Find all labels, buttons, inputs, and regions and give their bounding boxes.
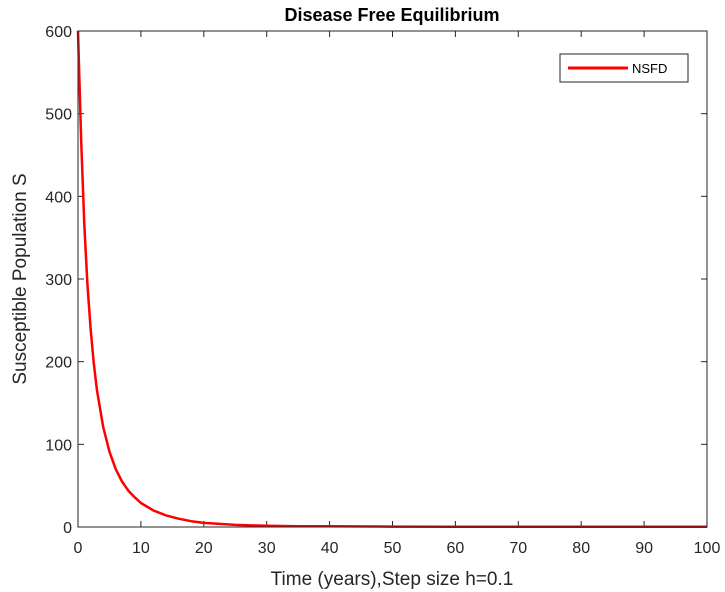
x-tick-label: 60 [447,540,465,557]
x-tick-label: 20 [195,540,213,557]
y-tick-label: 400 [45,189,72,206]
legend: NSFD [559,53,689,83]
x-tick-label: 10 [132,540,150,557]
x-tick-label: 80 [572,540,590,557]
y-tick-label: 500 [45,107,72,124]
x-tick-label: 30 [258,540,276,557]
x-tick-label: 0 [74,540,83,557]
chart-title: Disease Free Equilibrium [284,5,499,25]
legend-label-nsfd: NSFD [632,61,667,76]
y-tick-label: 0 [63,520,72,537]
y-tick-label: 100 [45,437,72,454]
x-tick-label: 90 [635,540,653,557]
y-tick-label: 300 [45,272,72,289]
x-tick-label: 40 [321,540,339,557]
y-axis-label: Susceptible Population S [10,173,31,384]
x-tick-label: 100 [694,540,721,557]
plot-frame [77,30,708,528]
x-tick-label: 70 [509,540,527,557]
y-tick-label: 200 [45,355,72,372]
y-tick-label: 600 [45,24,72,41]
x-tick-label: 50 [384,540,402,557]
x-axis-label: Time (years),Step size h=0.1 [271,569,514,590]
series-line-nsfd [76,30,707,529]
